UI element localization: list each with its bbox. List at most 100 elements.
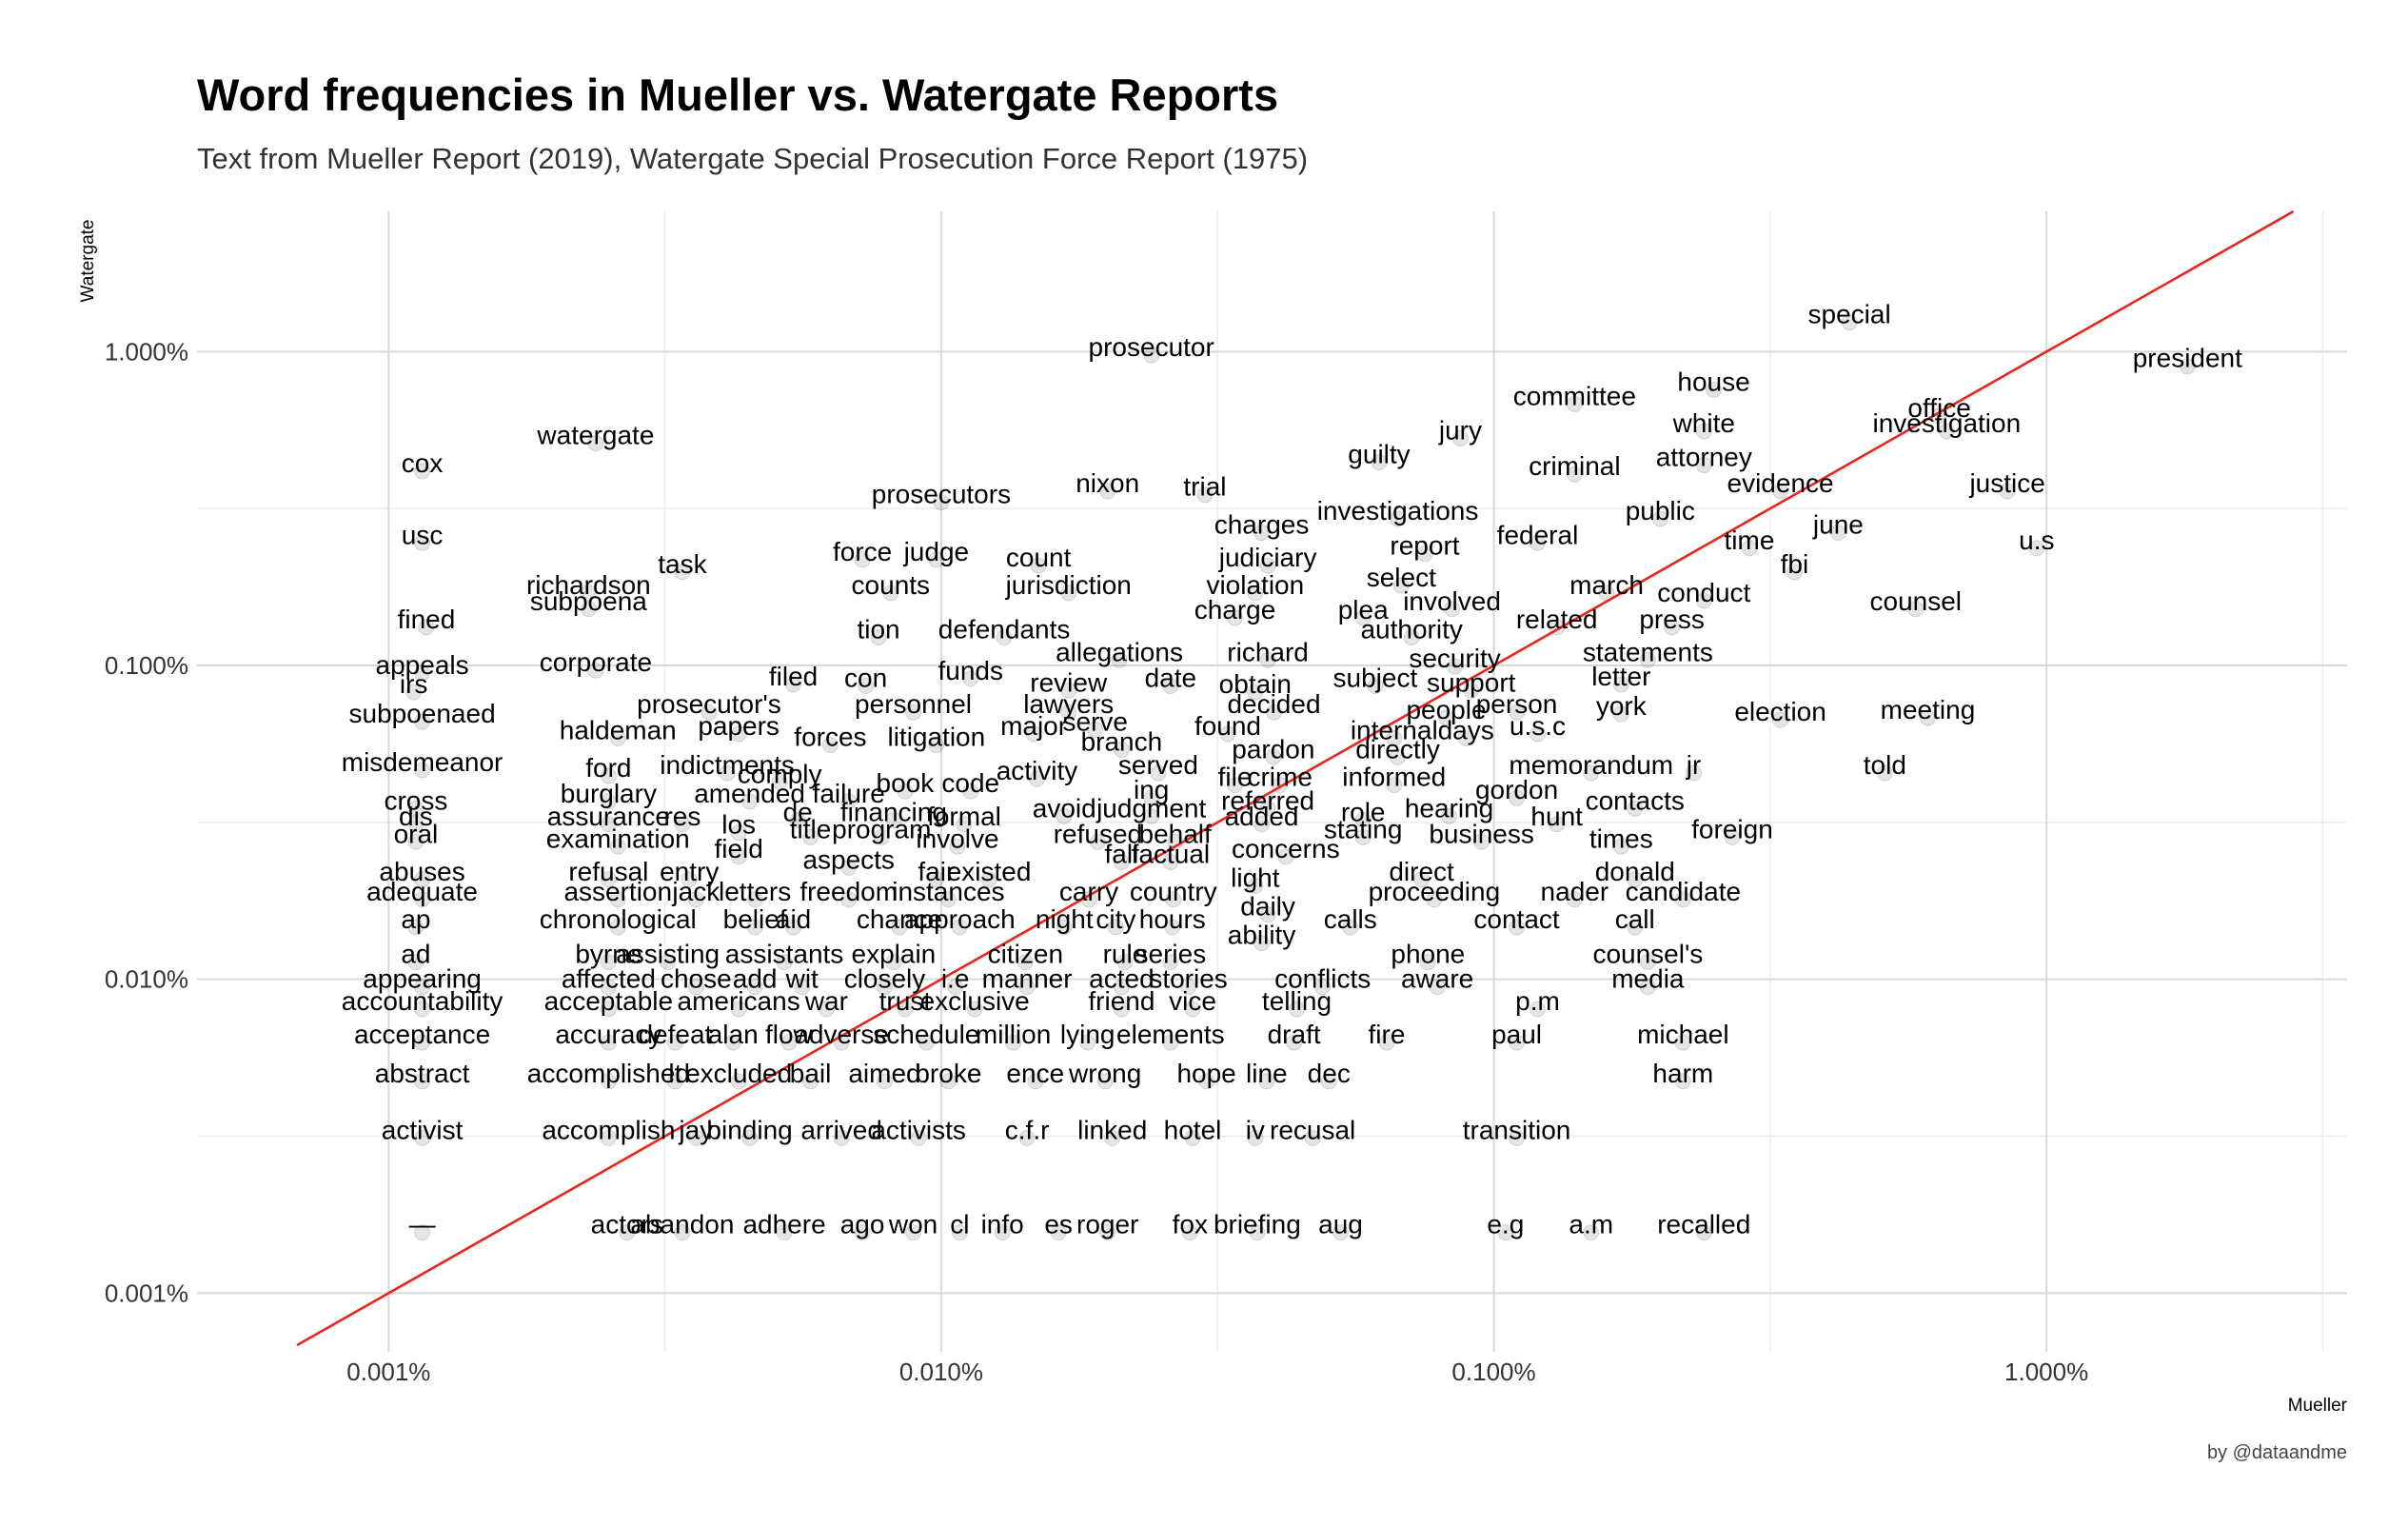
data-point [1247, 1129, 1264, 1146]
data-point [1332, 1224, 1349, 1241]
word-label: c.f.r [1005, 1115, 1050, 1144]
data-point [802, 828, 819, 845]
data-point [1184, 1001, 1201, 1018]
data-point [600, 816, 617, 833]
data-point [1289, 1001, 1306, 1018]
data-point [1829, 525, 1846, 542]
x-tick-label: 1.000% [2004, 1358, 2088, 1386]
data-point [1162, 954, 1179, 971]
data-point [580, 585, 597, 602]
data-point [1277, 848, 1294, 865]
data-point [1674, 1034, 1691, 1051]
data-point [1030, 557, 1047, 574]
word-label: told [1864, 750, 1906, 780]
data-point [1227, 777, 1244, 794]
word-label: meeting [1881, 695, 1976, 724]
word-label: served [1118, 750, 1198, 780]
data-point [1016, 954, 1034, 971]
data-point [414, 713, 431, 730]
word-label: abuses [379, 857, 464, 886]
data-point [1786, 564, 1803, 581]
data-point [1143, 807, 1160, 824]
data-point [600, 1073, 617, 1090]
data-point [1265, 704, 1282, 721]
data-point [1627, 800, 1644, 817]
data-point [1390, 748, 1407, 765]
data-point [949, 838, 966, 855]
data-point [1583, 764, 1600, 782]
data-point [1259, 906, 1276, 923]
word-label: informed [1342, 763, 1446, 792]
word-label: appearing [363, 964, 482, 994]
word-label: book [877, 768, 936, 798]
word-label: broke [915, 1059, 981, 1088]
data-point [1674, 1073, 1691, 1090]
word-label: accomplished [527, 1059, 690, 1088]
word-label: decided [1227, 689, 1320, 719]
data-point [1027, 1073, 1044, 1090]
word-label: richardson [526, 570, 651, 600]
word-label: letter [1591, 662, 1650, 691]
data-point [1247, 684, 1264, 701]
data-point [821, 737, 839, 754]
word-label: appeals [376, 650, 469, 680]
data-point [962, 670, 979, 687]
word-label: times [1589, 823, 1653, 853]
data-point [1259, 800, 1276, 817]
word-label: obtain [1219, 669, 1292, 699]
data-point [1079, 1034, 1096, 1051]
word-label: investigations [1317, 496, 1479, 526]
word-label: citizen [988, 940, 1063, 969]
word-label: manner [982, 964, 1073, 994]
data-point [609, 838, 626, 855]
word-label: acted [1089, 964, 1155, 994]
word-label: letters [719, 877, 791, 906]
word-label: dec [1308, 1059, 1351, 1088]
data-point [840, 891, 858, 908]
word-label: es [1044, 1210, 1073, 1239]
word-label: person [1476, 689, 1558, 719]
reference-line [296, 210, 2295, 1347]
data-point [1184, 1129, 1201, 1146]
word-label: americans [678, 986, 800, 1016]
word-label: date [1145, 664, 1197, 693]
word-label: call [1615, 904, 1655, 934]
word-label: watergate [536, 421, 654, 450]
word-label: fair [918, 857, 955, 886]
word-label: memorandum [1509, 750, 1673, 780]
word-label: stating [1324, 814, 1403, 843]
data-point [951, 919, 968, 936]
word-label: burglary [561, 779, 657, 808]
data-point [1113, 1001, 1130, 1018]
data-point [724, 1034, 741, 1051]
data-point [1113, 979, 1130, 996]
word-label: behalf [1139, 819, 1213, 848]
data-point [1441, 807, 1458, 824]
word-label: involved [1403, 586, 1501, 616]
data-point [1529, 1001, 1546, 1018]
word-label: gordon [1475, 775, 1558, 804]
word-label: lawyers [1023, 689, 1114, 719]
word-label: defeat [638, 1020, 712, 1049]
data-point [407, 919, 424, 936]
data-point [1107, 919, 1124, 936]
data-point [1583, 1224, 1600, 1241]
data-point [1386, 729, 1403, 746]
word-label: light [1231, 863, 1280, 892]
word-label: add [733, 964, 778, 994]
word-label: prosecutor [1089, 332, 1214, 362]
word-label: rule [1103, 940, 1148, 969]
word-label: conflicts [1274, 964, 1371, 994]
word-label: vice [1169, 986, 1216, 1016]
data-point [996, 628, 1013, 645]
data-point [1099, 1224, 1116, 1241]
data-point [730, 1001, 747, 1018]
data-point [802, 1073, 819, 1090]
data-point [600, 979, 617, 996]
data-point [939, 1073, 957, 1090]
data-point [1695, 1224, 1712, 1241]
word-label: abandon [630, 1210, 734, 1239]
data-point [730, 725, 747, 743]
word-label: ability [1228, 921, 1296, 950]
